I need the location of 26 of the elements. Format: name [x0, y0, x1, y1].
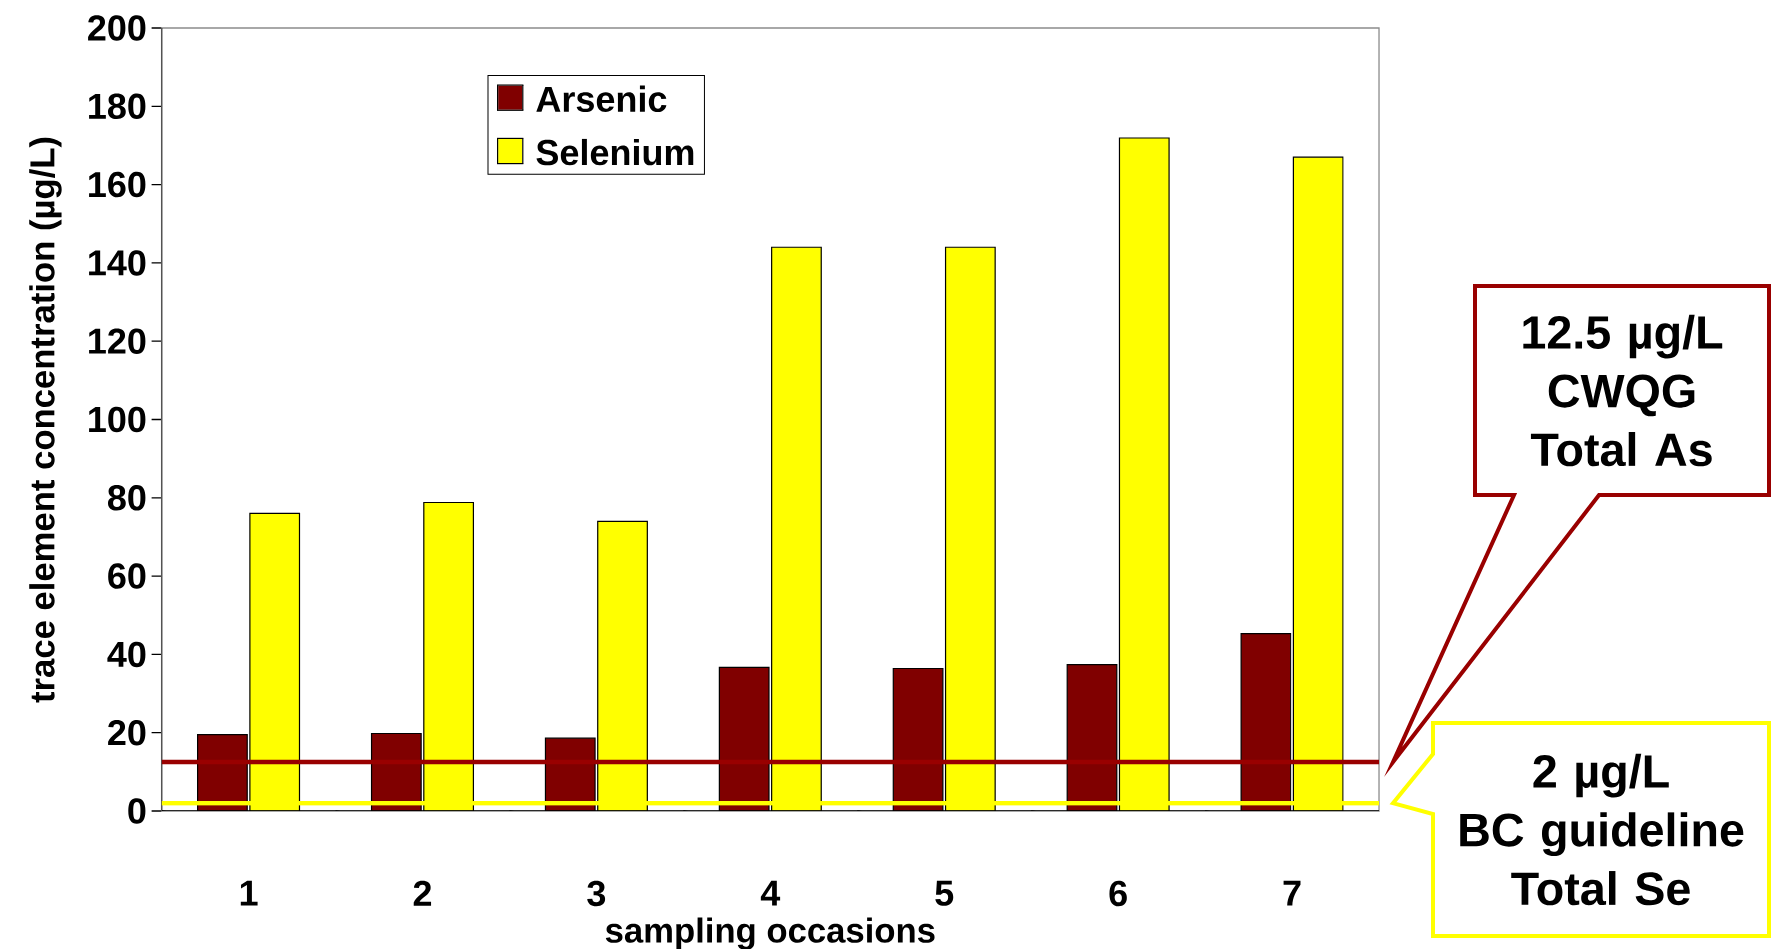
y-tick-label: 40 [107, 641, 146, 668]
text: 12.5 µg/L [1523, 314, 1723, 359]
y-tick-label: 180 [89, 93, 146, 120]
x-tick-label: 3 [587, 880, 606, 907]
y-tick-label: 120 [89, 328, 146, 354]
text: 2 µg/L [1533, 753, 1669, 798]
y-tick-label: 100 [89, 406, 146, 433]
y-tick-label: 80 [108, 485, 146, 511]
x-tick-label: 7 [1283, 880, 1301, 906]
legend-label: Selenium [536, 138, 694, 166]
y-axis-title: trace element concentration (µg/L) [29, 137, 62, 703]
y-tick-label: 160 [89, 171, 146, 198]
y-tick-label: 200 [88, 15, 146, 41]
x-tick-label: 2 [413, 880, 432, 906]
x-tick-label: 1 [240, 880, 258, 906]
text: BC guideline Total Se [1460, 812, 1744, 906]
x-tick-label: 5 [935, 880, 954, 906]
y-tick-label: 20 [108, 719, 146, 746]
y-tick-label: 0 [128, 798, 146, 824]
x-axis-title: sampling occasions [605, 917, 935, 949]
x-tick-label: 6 [1109, 880, 1127, 907]
y-tick-label: 140 [89, 250, 146, 276]
text: CWQG Total As [1530, 374, 1712, 467]
x-tick-label: 4 [760, 880, 781, 906]
y-tick-label: 60 [108, 563, 146, 589]
legend-label: Arsenic [536, 85, 667, 113]
